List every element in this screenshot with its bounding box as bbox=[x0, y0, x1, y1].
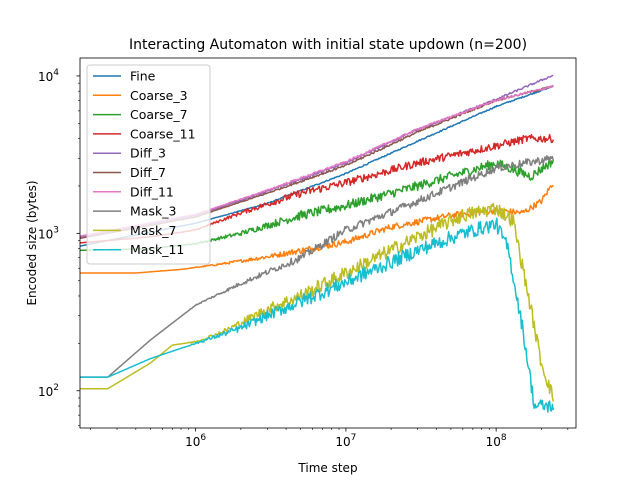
legend-entry: Diff_3 bbox=[130, 146, 166, 161]
plot-frame bbox=[79, 57, 577, 429]
series-line-mask_11 bbox=[80, 217, 555, 413]
legend-entry: Diff_11 bbox=[130, 184, 174, 199]
legend-entry: Coarse_7 bbox=[130, 107, 188, 122]
y-tick-label: 102 bbox=[38, 383, 59, 399]
legend: Fine Coarse_3 Coarse_7 Coarse_11 Diff_3 Diff_… bbox=[86, 64, 211, 265]
x-axis-label: Time step bbox=[297, 461, 357, 475]
legend-entry: Fine bbox=[130, 69, 156, 84]
legend-entry: Mask_11 bbox=[130, 242, 184, 257]
x-tick-label: 108 bbox=[486, 433, 507, 449]
x-tick-label: 107 bbox=[335, 433, 356, 449]
legend-entry: Coarse_3 bbox=[130, 88, 188, 103]
legend-entry: Mask_3 bbox=[130, 204, 176, 219]
y-tick-label: 104 bbox=[38, 68, 59, 84]
legend-entry: Mask_7 bbox=[130, 223, 176, 238]
y-axis-label: Encoded size (bytes) bbox=[25, 180, 39, 305]
ticks-layer: 106 107 108 102 103 104 bbox=[38, 68, 569, 449]
series-line-mask_3 bbox=[80, 155, 554, 378]
chart-title: Interacting Automaton with initial state… bbox=[129, 37, 527, 53]
y-tick-label: 103 bbox=[38, 225, 59, 241]
legend-entry: Diff_7 bbox=[130, 165, 166, 180]
legend-entry: Coarse_11 bbox=[130, 126, 196, 141]
x-tick-label: 106 bbox=[185, 433, 206, 449]
